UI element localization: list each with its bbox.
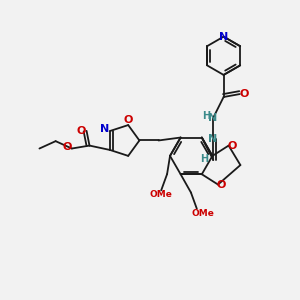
Text: N: N [208, 134, 217, 144]
Text: O: O [124, 115, 133, 125]
Text: O: O [217, 180, 226, 190]
Text: O: O [76, 126, 86, 136]
Text: H: H [200, 154, 208, 164]
Text: H: H [202, 111, 210, 121]
Text: N: N [100, 124, 110, 134]
Text: OMe: OMe [191, 208, 214, 217]
Text: OMe: OMe [150, 190, 172, 199]
Text: N: N [219, 32, 228, 42]
Text: O: O [227, 141, 237, 151]
Text: O: O [62, 142, 71, 152]
Text: O: O [239, 89, 249, 99]
Text: N: N [208, 112, 217, 123]
